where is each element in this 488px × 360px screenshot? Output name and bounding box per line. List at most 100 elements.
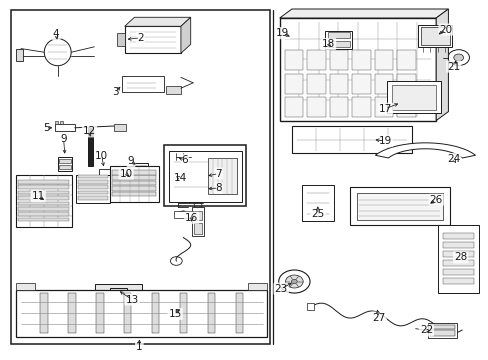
- Bar: [110, 166, 159, 202]
- Bar: [40, 293, 47, 333]
- Text: 1: 1: [136, 342, 142, 352]
- Bar: [327, 32, 349, 38]
- Bar: [442, 260, 473, 266]
- Bar: [279, 18, 435, 121]
- Bar: [284, 74, 303, 94]
- Bar: [374, 97, 392, 117]
- Bar: [325, 31, 351, 49]
- Bar: [163, 145, 245, 206]
- Text: 9: 9: [60, 134, 67, 144]
- Bar: [429, 330, 454, 336]
- Bar: [396, 97, 415, 117]
- Bar: [18, 196, 69, 200]
- Polygon shape: [279, 9, 447, 18]
- Bar: [55, 124, 75, 131]
- Bar: [18, 207, 69, 211]
- Bar: [78, 180, 107, 184]
- Bar: [166, 86, 181, 94]
- Bar: [396, 50, 415, 70]
- Polygon shape: [124, 17, 190, 26]
- Bar: [442, 251, 473, 257]
- Polygon shape: [181, 17, 190, 53]
- Circle shape: [278, 270, 309, 293]
- Bar: [306, 50, 325, 70]
- Bar: [135, 166, 146, 170]
- Bar: [67, 293, 75, 333]
- Bar: [349, 187, 449, 225]
- Text: 25: 25: [310, 209, 324, 219]
- Bar: [235, 293, 243, 333]
- Text: 19: 19: [378, 136, 391, 146]
- Bar: [58, 157, 72, 171]
- Bar: [96, 293, 103, 333]
- Bar: [356, 193, 442, 220]
- Text: 4: 4: [53, 29, 60, 39]
- Bar: [11, 10, 270, 344]
- Bar: [176, 162, 189, 187]
- Bar: [374, 74, 392, 94]
- Text: 21: 21: [446, 62, 460, 72]
- Text: 19: 19: [275, 28, 289, 38]
- Bar: [16, 290, 267, 337]
- Bar: [417, 25, 451, 47]
- Bar: [88, 128, 93, 166]
- Text: 24: 24: [446, 154, 460, 164]
- Bar: [302, 185, 333, 221]
- Bar: [207, 293, 215, 333]
- Bar: [117, 33, 124, 46]
- Text: 5: 5: [43, 123, 50, 133]
- Bar: [78, 191, 107, 194]
- Bar: [179, 293, 187, 333]
- Bar: [351, 50, 370, 70]
- Bar: [60, 121, 62, 124]
- Bar: [59, 165, 71, 169]
- Bar: [16, 49, 23, 61]
- Bar: [391, 85, 435, 110]
- Bar: [18, 212, 69, 216]
- Circle shape: [447, 50, 468, 66]
- Bar: [327, 41, 349, 47]
- Text: 22: 22: [419, 325, 432, 336]
- Bar: [168, 151, 242, 202]
- Bar: [306, 303, 314, 310]
- Bar: [112, 181, 156, 185]
- Text: 23: 23: [274, 284, 287, 294]
- Bar: [396, 74, 415, 94]
- Bar: [386, 81, 440, 113]
- Bar: [442, 242, 473, 248]
- Bar: [247, 283, 267, 290]
- Bar: [329, 74, 347, 94]
- Bar: [124, 26, 181, 53]
- Bar: [420, 27, 449, 45]
- Bar: [78, 175, 107, 178]
- Bar: [351, 97, 370, 117]
- Bar: [112, 175, 156, 180]
- Bar: [112, 186, 156, 191]
- Bar: [18, 185, 69, 189]
- Bar: [284, 97, 303, 117]
- Polygon shape: [131, 178, 138, 185]
- Bar: [16, 175, 72, 227]
- Bar: [112, 192, 156, 196]
- Circle shape: [291, 279, 297, 284]
- Text: 10: 10: [120, 168, 132, 179]
- Bar: [78, 196, 107, 200]
- Bar: [114, 124, 126, 131]
- Bar: [329, 97, 347, 117]
- Bar: [110, 288, 127, 311]
- Polygon shape: [435, 9, 447, 121]
- Text: 26: 26: [428, 195, 442, 205]
- Text: 16: 16: [184, 213, 198, 223]
- Bar: [112, 170, 156, 175]
- Ellipse shape: [44, 39, 71, 66]
- Circle shape: [453, 54, 463, 61]
- Circle shape: [285, 275, 303, 288]
- Text: 28: 28: [453, 252, 467, 262]
- Bar: [55, 121, 58, 124]
- Bar: [351, 74, 370, 94]
- Text: 18: 18: [321, 39, 335, 49]
- Text: 12: 12: [82, 126, 96, 136]
- Text: 8: 8: [215, 183, 222, 193]
- Bar: [193, 211, 202, 220]
- Text: 6: 6: [181, 155, 188, 165]
